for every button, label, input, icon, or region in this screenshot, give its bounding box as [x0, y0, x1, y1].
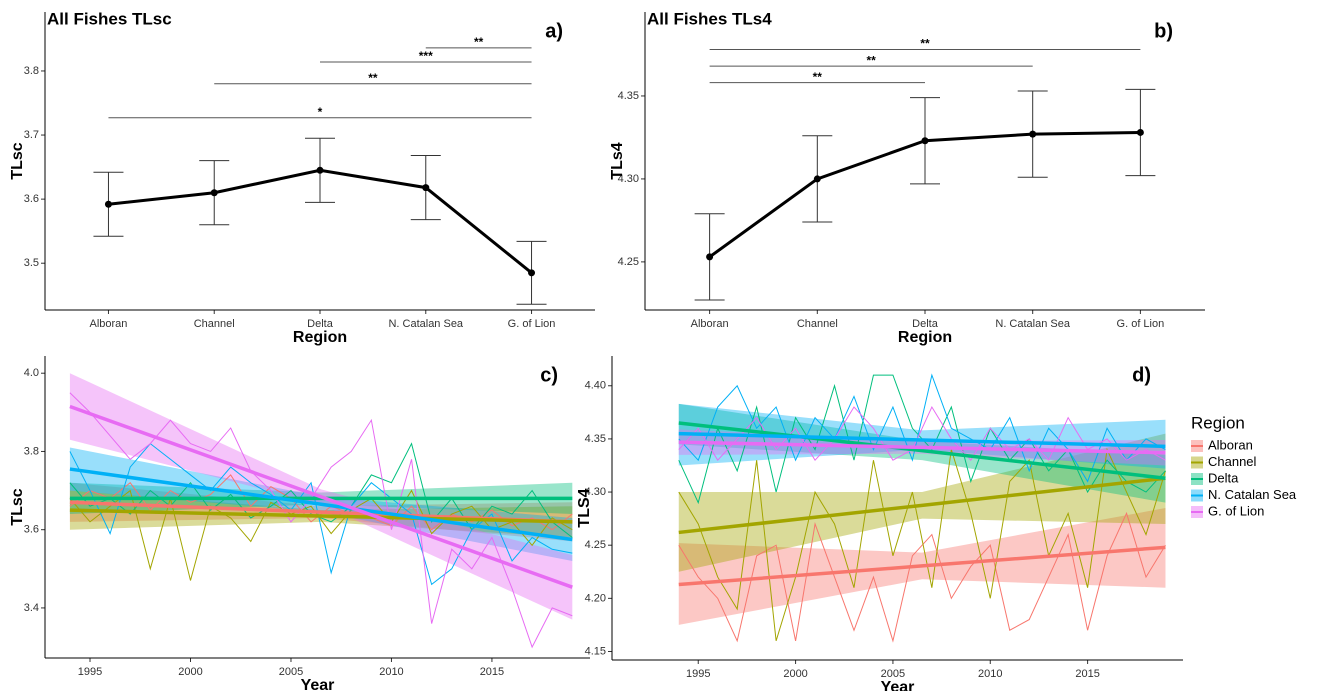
- panel-label: a): [545, 20, 563, 42]
- panel: 1995 2000 2005 2010 2015 4.15 4.20 4.25 4.30 4.35…: [576, 356, 1297, 691]
- confidence-band: [678, 403, 1166, 469]
- y-axis-title: TLsc: [9, 488, 26, 525]
- x-tick-label: 2010: [379, 666, 403, 678]
- confidence-band: [678, 433, 1166, 572]
- panel-title: All Fishes TLs4: [647, 9, 772, 28]
- significance-label: **: [813, 70, 823, 84]
- panel: Alboran Channel Delta N. Catalan Sea G. of L…: [9, 9, 595, 346]
- panel-label: b): [1154, 20, 1173, 42]
- panel: 1995 2000 2005 2010 2015 3.4 3.6 3.8 4.0 c) Year TL…: [9, 356, 590, 691]
- fit-line: [69, 508, 573, 524]
- series-line: [678, 447, 1166, 642]
- x-tick-label: 2010: [978, 668, 1002, 680]
- y-tick-label: 3.5: [24, 257, 39, 269]
- legend-label: N. Catalan Sea: [1208, 487, 1297, 502]
- x-tick-label: Delta: [307, 318, 334, 330]
- fit-line: [69, 467, 573, 542]
- y-tick-label: 4.0: [24, 367, 39, 379]
- y-tick-label: 3.6: [24, 193, 39, 205]
- y-tick-label: 4.25: [585, 539, 606, 551]
- point: [813, 175, 821, 183]
- series-line: [678, 511, 1166, 643]
- y-tick-label: 4.15: [585, 645, 606, 657]
- x-tick-label: Alboran: [90, 318, 128, 330]
- y-tick-label: 3.8: [24, 445, 39, 457]
- series-line: [69, 489, 573, 581]
- y-tick-label: 4.40: [585, 380, 606, 392]
- series-line: [69, 442, 573, 586]
- x-tick-label: G. of Lion: [508, 318, 556, 330]
- y-tick-label: 4.25: [618, 256, 639, 268]
- x-tick-label: N. Catalan Sea: [995, 318, 1070, 330]
- fit-line: [678, 476, 1166, 535]
- significance-label: *: [318, 105, 323, 119]
- x-tick-label: G. of Lion: [1117, 318, 1165, 330]
- point: [706, 253, 714, 261]
- confidence-band: [678, 403, 1166, 503]
- y-axis-title: TLs4: [609, 142, 626, 179]
- significance-label: **: [866, 53, 876, 67]
- x-axis-title: Region: [293, 329, 347, 346]
- y-tick-label: 3.4: [24, 602, 39, 614]
- fit-line: [678, 421, 1166, 480]
- x-tick-label: Delta: [912, 318, 939, 330]
- x-axis-title: Year: [301, 677, 335, 691]
- point: [1136, 128, 1144, 136]
- x-tick-label: Channel: [194, 318, 235, 330]
- legend-label: Delta: [1208, 470, 1239, 485]
- y-axis-title: TLsc: [9, 142, 26, 179]
- series-line: [69, 442, 573, 538]
- x-tick-label: 1995: [686, 668, 710, 680]
- fit-line: [678, 440, 1166, 455]
- panel-title: All Fishes TLsc: [47, 9, 172, 28]
- y-tick-label: 3.6: [24, 524, 39, 536]
- x-tick-label: 2015: [480, 666, 504, 678]
- legend-title: Region: [1191, 413, 1245, 432]
- x-tick-label: N. Catalan Sea: [388, 318, 463, 330]
- point: [528, 269, 536, 277]
- x-tick-label: Alboran: [691, 318, 729, 330]
- point: [104, 200, 112, 208]
- point: [1029, 130, 1037, 138]
- x-tick-label: 2000: [783, 668, 807, 680]
- y-tick-label: 4.30: [585, 486, 606, 498]
- significance-label: **: [474, 35, 484, 49]
- x-tick-label: 2005: [279, 666, 303, 678]
- y-tick-label: 4.35: [618, 90, 639, 102]
- x-tick-label: 1995: [78, 666, 102, 678]
- point: [921, 137, 929, 145]
- x-tick-label: 2015: [1075, 668, 1099, 680]
- panel: Alboran Channel Delta N. Catalan Sea G. of L…: [609, 9, 1205, 346]
- legend-label: Alboran: [1208, 437, 1253, 452]
- point: [210, 189, 218, 197]
- x-tick-label: Channel: [797, 318, 838, 330]
- significance-label: ***: [419, 49, 433, 63]
- series-line: [69, 392, 573, 649]
- y-tick-label: 4.30: [618, 173, 639, 185]
- y-tick-label: 3.7: [24, 129, 39, 141]
- y-tick-label: 4.35: [585, 433, 606, 445]
- legend-label: G. of Lion: [1208, 503, 1264, 518]
- x-axis-title: Region: [898, 329, 952, 346]
- significance-label: **: [920, 37, 930, 51]
- panel-label: d): [1132, 364, 1151, 386]
- series-line: [678, 373, 1166, 483]
- y-tick-label: 4.20: [585, 592, 606, 604]
- point: [316, 166, 324, 174]
- y-tick-label: 3.8: [24, 65, 39, 77]
- x-axis-title: Year: [881, 679, 915, 691]
- legend-label: Channel: [1208, 454, 1257, 469]
- point: [422, 184, 430, 192]
- fit-line: [678, 431, 1166, 449]
- panel-label: c): [540, 364, 558, 386]
- fit-line: [678, 545, 1166, 587]
- significance-label: **: [368, 71, 378, 85]
- fit-line: [69, 404, 573, 589]
- x-tick-label: 2005: [881, 668, 905, 680]
- y-axis-title: TLS4: [576, 488, 593, 527]
- x-tick-label: 2000: [178, 666, 202, 678]
